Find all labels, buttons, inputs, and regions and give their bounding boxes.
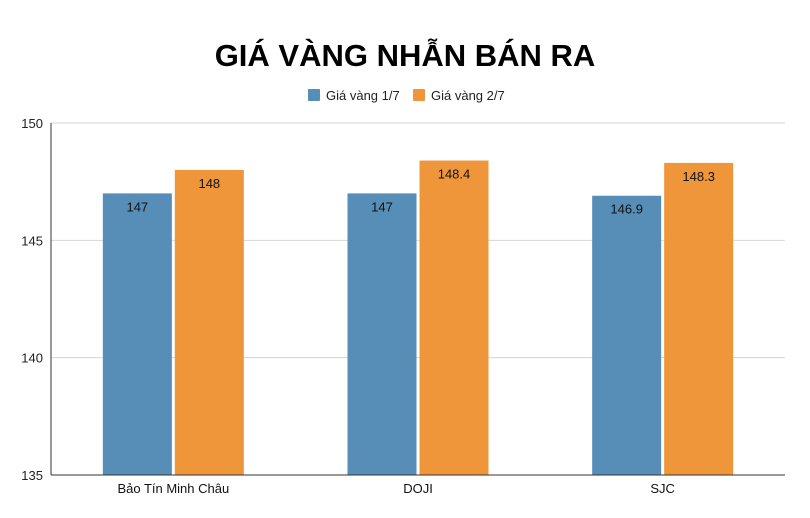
x-axis: Bảo Tín Minh Châu DOJI SJC bbox=[51, 474, 785, 496]
chart-title: GIÁ VÀNG NHẪN BÁN RA bbox=[215, 38, 596, 73]
data-label: 148.4 bbox=[438, 167, 471, 182]
bar-2-1 bbox=[174, 169, 244, 475]
data-label: 146.9 bbox=[610, 202, 643, 217]
bar-1-3 bbox=[592, 195, 662, 475]
legend-label-series-2: Giá vàng 2/7 bbox=[431, 88, 505, 103]
legend-swatch-series-1 bbox=[308, 89, 320, 101]
bars bbox=[102, 160, 734, 476]
data-label: 147 bbox=[126, 199, 148, 214]
data-label: 147 bbox=[371, 199, 393, 214]
y-axis: 135 140 145 150 bbox=[21, 116, 52, 483]
data-labels: 147 148 147 148.4 146.9 148.3 bbox=[126, 167, 714, 217]
bar-1-1 bbox=[102, 193, 172, 475]
legend: Giá vàng 1/7 Giá vàng 2/7 bbox=[308, 88, 505, 103]
y-tick-label: 150 bbox=[21, 116, 43, 131]
x-tick-label: SJC bbox=[650, 481, 675, 496]
bar-2-2 bbox=[419, 160, 489, 475]
legend-swatch-series-2 bbox=[413, 89, 425, 101]
bar-1-2 bbox=[347, 193, 417, 475]
bar-2-3 bbox=[664, 162, 734, 476]
y-tick-label: 140 bbox=[21, 351, 43, 366]
x-tick-label: Bảo Tín Minh Châu bbox=[117, 481, 229, 496]
y-tick-label: 135 bbox=[21, 468, 43, 483]
x-tick-label: DOJI bbox=[403, 481, 433, 496]
gridlines bbox=[51, 122, 785, 359]
legend-label-series-1: Giá vàng 1/7 bbox=[326, 88, 400, 103]
y-tick-label: 145 bbox=[21, 233, 43, 248]
data-label: 148 bbox=[198, 176, 220, 191]
data-label: 148.3 bbox=[682, 169, 715, 184]
